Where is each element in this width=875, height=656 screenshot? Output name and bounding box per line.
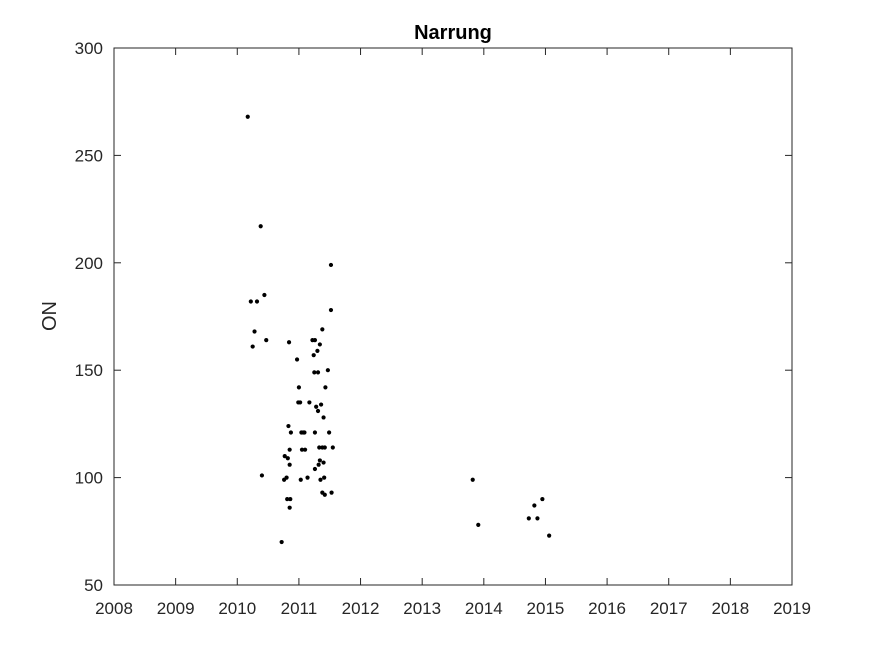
data-point	[287, 447, 292, 452]
data-point	[322, 445, 327, 450]
data-point	[302, 430, 307, 435]
data-point	[476, 522, 481, 527]
data-point	[294, 357, 300, 362]
data-point	[312, 430, 318, 435]
data-point	[288, 496, 293, 502]
data-point	[330, 445, 335, 450]
data-point	[535, 516, 540, 521]
data-point	[285, 456, 290, 461]
data-point	[322, 492, 327, 497]
x-tick-label: 2019	[773, 599, 811, 618]
data-point	[316, 462, 321, 467]
data-point	[315, 348, 320, 353]
data-point	[314, 404, 319, 409]
chart-title: Narrung	[414, 22, 492, 44]
data-points	[245, 114, 552, 545]
data-point	[317, 342, 322, 347]
x-tick-label: 2017	[650, 599, 688, 618]
data-point	[254, 299, 260, 304]
y-tick-label: 300	[75, 39, 103, 58]
data-point	[526, 516, 531, 521]
data-point	[282, 454, 287, 459]
data-point	[307, 400, 312, 405]
x-tick-label: 2018	[711, 599, 749, 618]
data-point	[286, 340, 292, 345]
data-point	[328, 262, 334, 268]
x-tick-label: 2013	[403, 599, 441, 618]
data-point	[259, 473, 265, 478]
data-point	[315, 408, 321, 414]
data-point	[323, 385, 328, 390]
y-tick-label: 50	[84, 576, 103, 595]
x-tick-label: 2008	[95, 599, 133, 618]
data-point	[279, 539, 284, 545]
data-point	[470, 477, 475, 482]
data-point	[317, 458, 322, 463]
data-point	[311, 353, 316, 358]
data-point	[285, 496, 290, 502]
x-tick-label: 2016	[588, 599, 626, 618]
x-tick-label: 2015	[527, 599, 565, 618]
data-point	[298, 477, 303, 482]
data-point	[252, 329, 257, 334]
data-point	[325, 368, 330, 373]
y-axis: 50 100 150 200 250 300	[75, 39, 792, 595]
data-point	[547, 533, 552, 538]
data-point	[296, 385, 302, 390]
data-point	[328, 307, 334, 313]
x-tick-label: 2010	[218, 599, 256, 618]
data-point	[321, 460, 326, 465]
x-axis: 2008 2009 2010 2011 2012 2013 2014 2015 2016 2017…	[95, 48, 811, 618]
data-point	[298, 400, 303, 405]
data-point	[264, 338, 269, 343]
data-point	[329, 490, 334, 495]
data-point	[288, 430, 293, 435]
data-point	[287, 462, 292, 467]
data-point	[248, 299, 253, 304]
data-point	[302, 447, 308, 452]
data-point	[312, 370, 317, 375]
x-tick-label: 2009	[157, 599, 195, 618]
data-point	[317, 445, 322, 450]
data-point	[321, 415, 326, 420]
data-point	[312, 466, 318, 472]
data-point	[318, 402, 324, 407]
x-tick-label: 2012	[342, 599, 380, 618]
data-point	[318, 477, 323, 482]
data-point	[250, 344, 255, 349]
data-point	[245, 114, 250, 119]
data-point	[532, 503, 537, 508]
data-point	[320, 327, 325, 332]
data-point	[262, 292, 267, 298]
y-tick-label: 150	[75, 361, 103, 380]
data-point	[315, 370, 321, 375]
data-point	[287, 505, 292, 510]
y-tick-label: 200	[75, 254, 103, 273]
data-point	[299, 447, 305, 452]
y-tick-label: 100	[75, 469, 103, 488]
data-point	[327, 430, 332, 435]
data-point	[282, 477, 287, 482]
y-tick-label: 250	[75, 146, 103, 165]
plot-area	[113, 47, 793, 586]
data-point	[312, 338, 318, 343]
data-point	[322, 475, 327, 480]
y-axis-label: ON	[39, 301, 61, 331]
data-point	[258, 224, 263, 229]
data-point	[286, 423, 291, 429]
data-point	[305, 475, 310, 480]
x-tick-label: 2011	[281, 599, 318, 618]
data-point	[540, 496, 545, 502]
x-tick-label: 2014	[465, 599, 503, 618]
